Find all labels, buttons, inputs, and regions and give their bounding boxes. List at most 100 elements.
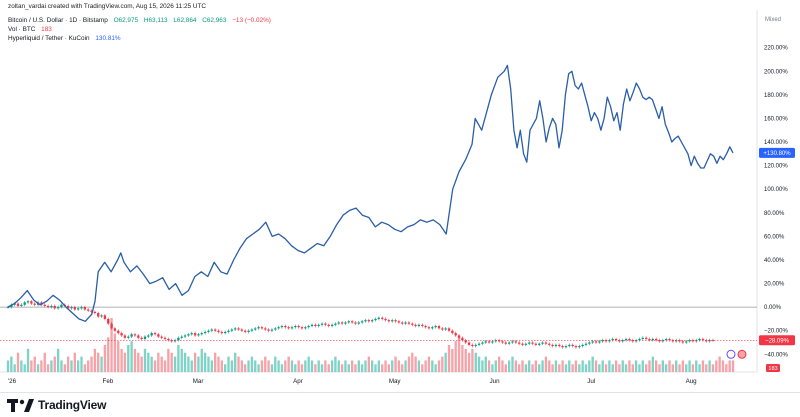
btc-candle-body [270, 329, 274, 331]
btc-candle-body [598, 341, 601, 343]
btc-candle-body [571, 344, 574, 347]
volume-bar [87, 360, 90, 372]
btc-candle-body [651, 338, 654, 341]
btc-candle-body [491, 341, 494, 343]
volume-bar [46, 364, 50, 372]
btc-candle-body [244, 330, 247, 332]
btc-candle-body [70, 307, 73, 309]
btc-candle-body [334, 323, 337, 325]
volume-bar [541, 360, 544, 372]
x-tick-label: Feb [103, 378, 114, 385]
btc-candle-body [497, 340, 501, 342]
price-change: −13 (−0.02%) [232, 17, 271, 24]
volume-bar [578, 364, 581, 372]
volume-bar [327, 364, 330, 372]
btc-candle-body [223, 331, 227, 334]
btc-candle-body [157, 334, 160, 337]
volume-bar [561, 360, 564, 372]
volume-bar [558, 364, 561, 372]
volume-bar [551, 364, 554, 372]
btc-candle-body [100, 315, 103, 317]
volume-bar [140, 356, 143, 372]
volume-bar [581, 360, 584, 372]
volume-bar [267, 360, 270, 372]
volume-bar [364, 360, 367, 372]
btc-candle-body [274, 328, 277, 330]
btc-candle-body [561, 346, 564, 348]
btc-candle-body [26, 301, 30, 303]
volume-bar [83, 364, 87, 372]
volume-bar [300, 364, 304, 372]
btc-candle-body [317, 324, 320, 327]
volume-legend: Vol · BTC 183 [8, 26, 56, 34]
ohlc-open: O62,975 [113, 17, 139, 24]
btc-candle-body [320, 323, 324, 325]
btc-candle-body [307, 326, 310, 328]
volume-bar [668, 360, 671, 372]
volume-bar [187, 356, 190, 372]
volume-bar [157, 352, 160, 372]
btc-candle-body [207, 330, 210, 332]
volume-bar [371, 360, 374, 372]
btc-candle-body [401, 322, 404, 324]
volume-bar [658, 364, 661, 372]
volume-bar [347, 364, 350, 372]
volume-bar [728, 360, 731, 372]
y-tick-label: 120.00% [764, 164, 788, 170]
btc-candle-body [23, 302, 26, 305]
volume-bar [457, 337, 461, 372]
volume-bar [90, 356, 93, 372]
volume-bar [163, 360, 167, 372]
volume-bar [234, 352, 237, 372]
volume-bar [377, 360, 381, 372]
y-tick-label: 160.00% [764, 116, 788, 122]
volume-bar [6, 360, 10, 372]
btc-candle-body [528, 342, 531, 344]
volume-bar [695, 360, 698, 372]
volume-last-badge-bg [766, 364, 780, 372]
volume-bar [427, 356, 431, 372]
volume-bar [701, 360, 705, 372]
y-tick-label: 140.00% [764, 140, 788, 146]
volume-bar [137, 352, 140, 372]
volume-bar [23, 364, 26, 372]
btc-candle-body [514, 341, 518, 343]
volume-bar [220, 360, 223, 372]
volume-bar [50, 360, 53, 372]
btc-candle-body [631, 340, 634, 342]
volume-bar [705, 364, 708, 372]
btc-candle-body [588, 342, 591, 344]
btc-candle-body [234, 328, 237, 330]
btc-candle-body [123, 335, 127, 338]
btc-candle-body [511, 341, 514, 343]
volume-bar [244, 364, 247, 372]
volume-bar [280, 364, 284, 372]
tradingview-logo[interactable]: TradingView [7, 398, 106, 412]
btc-candle-body [330, 324, 334, 327]
volume-label[interactable]: Vol · BTC [8, 26, 36, 33]
btc-candle-body [187, 334, 190, 336]
btc-candle-body [264, 328, 267, 330]
volume-bar [337, 360, 340, 372]
btc-candle-body [411, 323, 414, 325]
btc-candle-body [103, 315, 107, 319]
btc-candle-body [297, 326, 300, 328]
btc-candle-body [143, 336, 147, 339]
volume-bar [384, 360, 387, 372]
btc-candle-body [197, 334, 200, 336]
btc-candle-body [695, 340, 698, 342]
volume-bar [357, 360, 360, 372]
btc-candle-body [454, 333, 457, 336]
volume-bar [624, 364, 628, 372]
symbol-description[interactable]: Bitcoin / U.S. Dollar · 1D · Bitstamp [8, 17, 108, 24]
volume-bar [564, 364, 568, 372]
btc-candle-body [97, 313, 100, 317]
btc-candle-body [76, 308, 80, 310]
hyperliquid-series-line [7, 64, 734, 322]
compare-symbol-label[interactable]: Hyperliquid / Tether · KuCoin [8, 35, 90, 42]
snapshot-credit: zoltan_vardai created with TradingView.c… [8, 3, 206, 10]
btc-candle-body [310, 324, 314, 327]
volume-bar [257, 364, 260, 372]
btc-candle-body [574, 346, 578, 348]
volume-bar [160, 356, 163, 372]
